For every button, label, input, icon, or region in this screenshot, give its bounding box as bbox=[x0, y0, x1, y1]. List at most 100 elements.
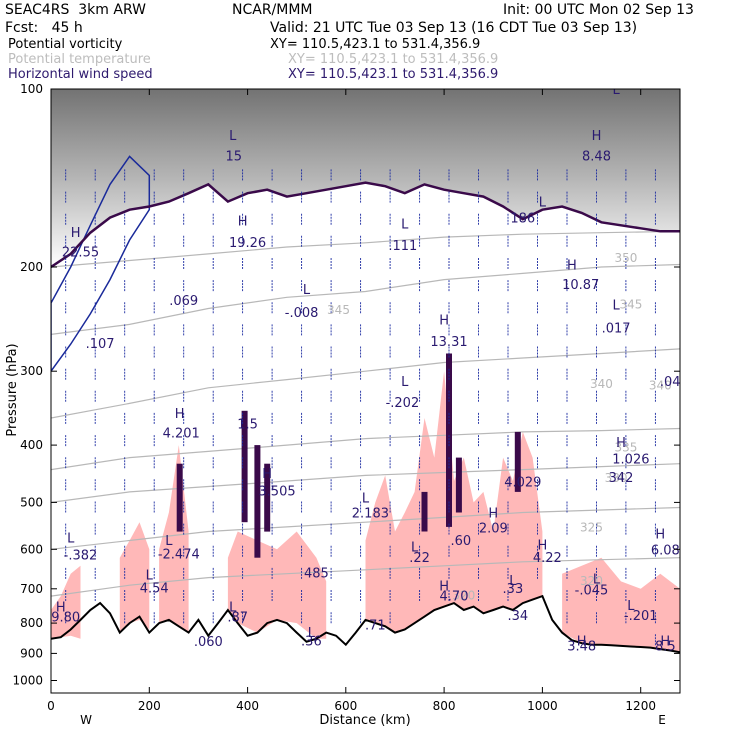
extremum-label-59: 4.70 bbox=[440, 589, 469, 604]
annotation-layer: L H 8.48 L H 22.55 L 15 H 19.26 L 186 L .111 H 10.87 .06… bbox=[51, 78, 681, 655]
field-name-theta: Potential temperature bbox=[8, 52, 151, 67]
y-tick-label-9: 1000 bbox=[12, 674, 43, 688]
isentrope-325 bbox=[51, 506, 680, 550]
extremum-label-27: H bbox=[175, 407, 185, 422]
extremum-label-49: H bbox=[538, 538, 548, 553]
extremum-label-39: 2.09 bbox=[479, 521, 508, 536]
extremum-label-50: 4.22 bbox=[533, 551, 562, 566]
extremum-label-0: L bbox=[475, 78, 483, 93]
extremum-label-60: H bbox=[56, 601, 66, 616]
extremum-label-36: L bbox=[362, 491, 370, 506]
extremum-label-65: -.201 bbox=[624, 609, 658, 624]
wind-jet-contour bbox=[51, 155, 151, 373]
y-tick-label-8: 900 bbox=[20, 646, 43, 660]
extremum-label-8: H bbox=[238, 214, 248, 229]
extremum-label-1: H bbox=[592, 129, 602, 144]
extremum-label-2: 8.48 bbox=[582, 149, 611, 164]
isentrope-label-0: 350 bbox=[614, 251, 637, 265]
tropopause-pv-line bbox=[51, 181, 680, 269]
extremum-label-57: -.045 bbox=[575, 583, 609, 598]
init-label: Init: 00 UTC Mon 02 Sep 13 bbox=[503, 2, 694, 18]
extremum-label-68: L bbox=[308, 626, 316, 641]
extremum-label-26: .04 bbox=[660, 375, 681, 390]
pv-tower-6 bbox=[455, 457, 462, 513]
isentrope-label-1: 345 bbox=[619, 298, 642, 312]
extremum-label-44: -.382 bbox=[64, 549, 98, 564]
x-tick-label-4: 800 bbox=[433, 699, 456, 713]
stratosphere-shading bbox=[51, 89, 680, 267]
extremum-label-32: H bbox=[616, 436, 626, 451]
model-label: SEAC4RS 3km ARW bbox=[5, 2, 146, 18]
extremum-label-69: .36 bbox=[301, 634, 322, 649]
extremum-label-21: .107 bbox=[86, 337, 115, 352]
extremum-label-58: H bbox=[439, 580, 449, 595]
extremum-label-74: 8.5 bbox=[655, 640, 676, 655]
isentrope-340 bbox=[51, 348, 680, 419]
y-tick-label-2: 300 bbox=[20, 364, 43, 378]
field-xy-pv: XY= 110.5,423.1 to 531.4,356.9 bbox=[270, 37, 481, 52]
x-tick-label-6: 1200 bbox=[625, 699, 656, 713]
isentrope-label-3: 340 bbox=[590, 377, 613, 391]
extremum-label-43: L bbox=[67, 532, 75, 547]
extremum-label-12: L bbox=[401, 217, 409, 232]
x-tick-label-0: 0 bbox=[47, 699, 55, 713]
field-xy-wind: XY= 110.5,423.1 to 531.4,356.9 bbox=[288, 67, 499, 82]
y-tick-label-3: 400 bbox=[20, 438, 43, 452]
extremum-label-16: .069 bbox=[169, 294, 198, 309]
pv-tower-4 bbox=[421, 491, 428, 532]
extremum-label-4: H bbox=[71, 226, 81, 241]
pv-tower-layer bbox=[176, 353, 521, 558]
wind-contour-layer bbox=[51, 155, 151, 373]
isentrope-label-layer: 350 345 345 340 340 335 330 325 320 320 bbox=[327, 251, 672, 603]
extremum-label-40: .60 bbox=[450, 534, 471, 549]
pv-tower-2 bbox=[254, 445, 261, 558]
extremum-label-54: L bbox=[509, 574, 517, 589]
extremum-label-42: 6.08 bbox=[651, 543, 680, 558]
extremum-label-33: 1.026 bbox=[612, 453, 649, 468]
extremum-label-37: 2.183 bbox=[352, 506, 389, 521]
extremum-label-10: L bbox=[539, 196, 547, 211]
pv-tower-0 bbox=[176, 463, 183, 532]
pv-tower-1 bbox=[241, 410, 248, 523]
humidity-region-2 bbox=[159, 445, 189, 633]
isentrope-335 bbox=[51, 427, 680, 471]
valid-label: Valid: 21 UTC Tue 03 Sep 13 (16 CDT Tue … bbox=[270, 20, 638, 36]
extremum-label-14: H bbox=[567, 259, 577, 274]
extremum-label-11: 186 bbox=[510, 211, 535, 226]
stratosphere-region bbox=[51, 89, 680, 267]
extremum-label-29: 1.5 bbox=[237, 418, 258, 433]
field-name-pv: Potential vorticity bbox=[8, 37, 123, 52]
org-label: NCAR/MMM bbox=[232, 2, 313, 18]
y-tick-label-5: 600 bbox=[20, 542, 43, 556]
extremum-label-67: .71 bbox=[365, 619, 386, 634]
extremum-label-64: L bbox=[627, 599, 635, 614]
x-tick-label-1: 200 bbox=[138, 699, 161, 713]
extremum-label-15: 10.87 bbox=[562, 278, 599, 293]
extremum-label-71: H bbox=[577, 634, 587, 649]
isentrope-label-8: 320 bbox=[580, 574, 603, 588]
extremum-label-62: L bbox=[229, 601, 237, 616]
field-xy-theta: XY= 110.5,423.1 to 531.4,356.9 bbox=[288, 52, 499, 67]
extremum-label-47: L bbox=[411, 540, 419, 555]
humidity-region-0 bbox=[51, 565, 81, 639]
extremum-label-31: 3.505 bbox=[258, 485, 295, 500]
extremum-label-22: H bbox=[439, 313, 449, 328]
isentrope-345 bbox=[51, 263, 680, 335]
humidity-region-1 bbox=[119, 522, 150, 633]
x-tick-label-2: 400 bbox=[236, 699, 259, 713]
terrain-profile bbox=[51, 594, 680, 654]
extremum-label-24: L bbox=[401, 375, 409, 390]
isentrope-label-2: 345 bbox=[327, 303, 350, 317]
humidity-region-5 bbox=[562, 557, 680, 653]
x-tick-label-5: 1000 bbox=[527, 699, 558, 713]
east-label: E bbox=[658, 713, 666, 727]
extremum-label-5: 22.55 bbox=[62, 246, 99, 261]
isentrope-320 bbox=[51, 557, 680, 597]
extremum-label-46: -2.474 bbox=[158, 548, 200, 563]
y-tick-label-1: 200 bbox=[20, 260, 43, 274]
pv-tower-5 bbox=[446, 353, 452, 527]
fcst-label: Fcst: 45 h bbox=[5, 20, 83, 36]
extremum-label-17: L bbox=[303, 283, 311, 298]
y-tick-label-0: 100 bbox=[20, 82, 43, 96]
